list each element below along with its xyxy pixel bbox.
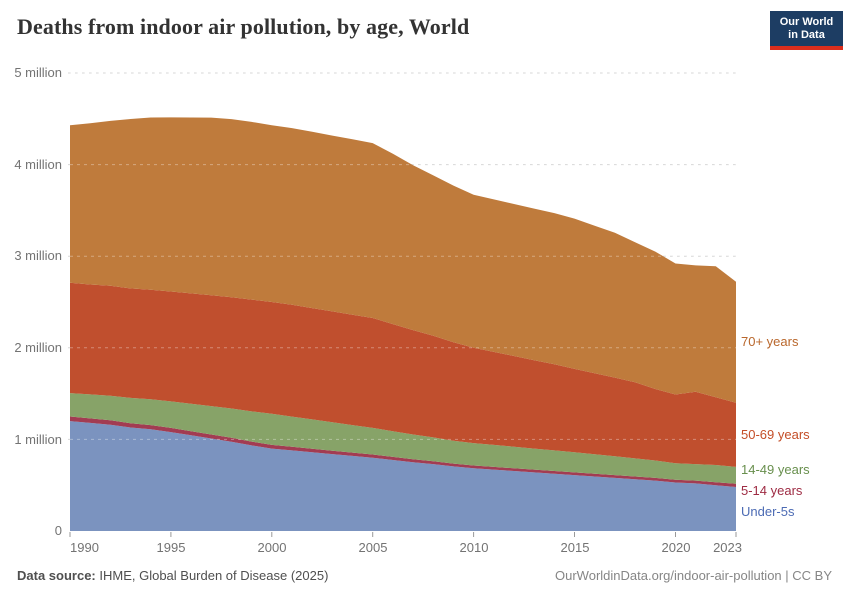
y-tick-label-0: 0	[54, 523, 62, 538]
legend-label-5-14[interactable]: 5-14 years	[741, 483, 803, 498]
area-under-5s[interactable]	[70, 421, 736, 531]
legend-label-50-69[interactable]: 50-69 years	[741, 427, 810, 442]
x-tick-label-2010: 2010	[459, 540, 489, 555]
area-50-69-years[interactable]	[70, 282, 736, 467]
x-tick-label-1995: 1995	[156, 540, 186, 555]
x-tick-label-2023: 2023	[713, 540, 742, 555]
x-tick-label-2000: 2000	[257, 540, 287, 555]
owid-logo-red-bar	[770, 46, 843, 50]
legend-label-under5s[interactable]: Under-5s	[741, 504, 795, 519]
owid-logo[interactable]: Our World in Data	[770, 11, 843, 50]
owid-logo-text: Our World in Data	[770, 11, 843, 46]
area-14-49-years[interactable]	[70, 393, 736, 484]
y-tick-label-2million: 2 million	[14, 340, 62, 355]
y-tick-label-5million: 5 million	[14, 65, 62, 80]
area-5-14-years[interactable]	[70, 416, 736, 488]
x-tick-label-1990: 1990	[70, 540, 99, 555]
x-tick-label-2020: 2020	[661, 540, 691, 555]
area-70+-years[interactable]	[70, 117, 736, 403]
owid-url-link[interactable]: OurWorldinData.org/indoor-air-pollution …	[555, 568, 832, 583]
x-tick-label-2015: 2015	[560, 540, 590, 555]
owid-logo-line1: Our World	[779, 16, 834, 28]
page-title: Deaths from indoor air pollution, by age…	[17, 14, 470, 39]
legend-label-70plus[interactable]: 70+ years	[741, 334, 799, 349]
data-source-value: IHME, Global Burden of Disease (2025)	[95, 568, 329, 583]
x-tick-label-2005: 2005	[358, 540, 388, 555]
data-source-label: Data source:	[17, 568, 96, 583]
y-tick-label-3million: 3 million	[14, 248, 62, 263]
owid-logo-line2: in Data	[788, 29, 825, 41]
data-source-note: Data source: IHME, Global Burden of Dise…	[17, 568, 328, 583]
legend-label-14-49[interactable]: 14-49 years	[741, 462, 810, 477]
y-tick-label-1million: 1 million	[14, 432, 62, 447]
y-tick-label-4million: 4 million	[14, 157, 62, 172]
